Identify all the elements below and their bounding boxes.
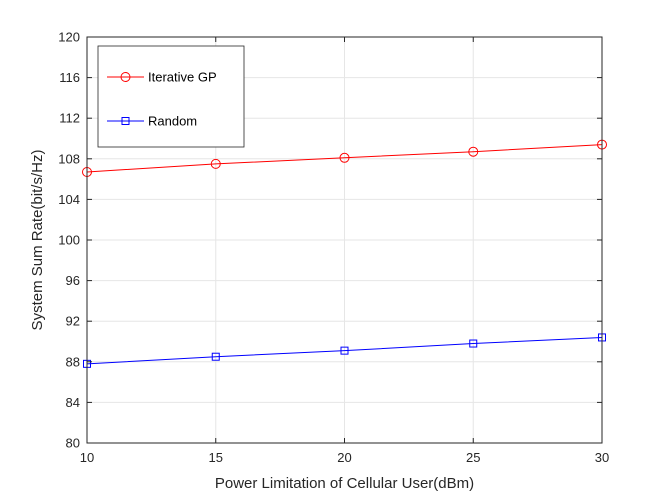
y-tick-label: 84 xyxy=(66,395,80,410)
legend-entry: Random xyxy=(107,114,197,129)
y-tick-label: 104 xyxy=(58,192,80,207)
legend: Iterative GP Random xyxy=(97,45,245,148)
x-tick-label: 30 xyxy=(595,450,609,465)
y-tick-label: 88 xyxy=(66,354,80,369)
ticks xyxy=(86,36,603,444)
y-tick-label: 112 xyxy=(59,111,80,126)
x-tick-label: 15 xyxy=(209,450,223,465)
y-tick-label: 116 xyxy=(59,70,80,85)
data-point xyxy=(468,146,479,157)
x-axis-label: Power Limitation of Cellular User(dBm) xyxy=(215,475,474,492)
x-tick-label: 10 xyxy=(80,450,94,465)
series-line xyxy=(86,144,603,173)
y-tick-label: 96 xyxy=(66,273,80,288)
data-point xyxy=(210,158,221,169)
legend-entry: Iterative GP xyxy=(107,70,217,85)
y-tick-label: 80 xyxy=(66,436,80,451)
y-tick-label: 108 xyxy=(58,151,80,166)
legend-box xyxy=(97,45,245,148)
x-tick-label: 25 xyxy=(466,450,480,465)
legend-items: Iterative GP Random xyxy=(107,70,217,129)
data-point xyxy=(211,352,220,361)
y-tick-label: 92 xyxy=(66,314,80,329)
x-tick-label: 20 xyxy=(337,450,351,465)
legend-label: Iterative GP xyxy=(148,70,217,85)
tick-labels: 10 15 20 25 30 80 84 88 92 96 100 104 108 112 116 120 xyxy=(58,30,609,466)
y-tick-label: 100 xyxy=(58,233,80,248)
data-point xyxy=(120,72,131,82)
grid xyxy=(86,36,603,444)
data-point xyxy=(121,117,130,125)
y-axis-label: System Sum Rate(bit/s/Hz) xyxy=(29,150,46,331)
series-line xyxy=(86,336,603,365)
y-tick-label: 120 xyxy=(58,30,80,45)
data-point xyxy=(469,339,478,348)
data-point xyxy=(339,152,350,163)
legend-label: Random xyxy=(148,114,197,129)
data-point xyxy=(340,346,349,355)
